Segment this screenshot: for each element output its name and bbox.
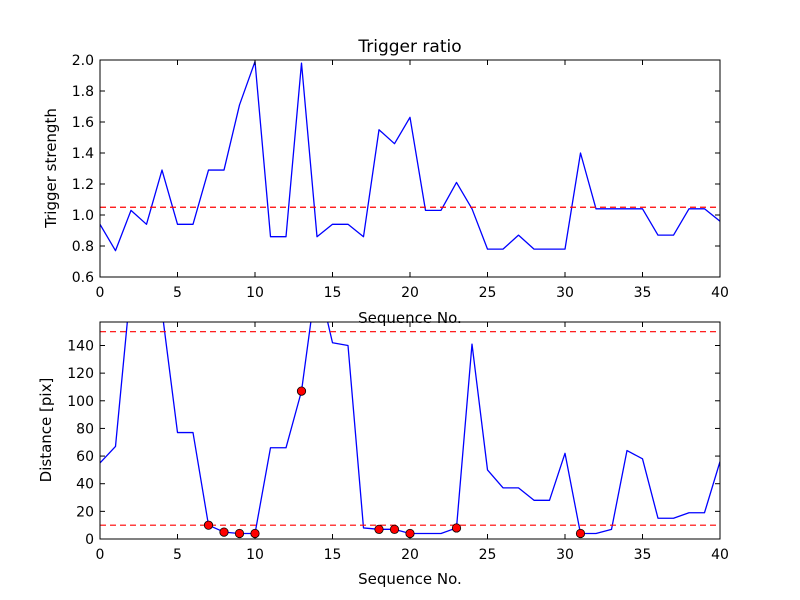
trigger-x-tick-label: 0 [96,285,105,301]
distance-axis-ticks: 0 5 10 15 20 25 30 35 40 0 20 40 60 80 100 120 140 [67,322,729,563]
distance-y-tick-label: 140 [67,338,94,354]
trigger-y-tick-label: 0.8 [72,239,94,255]
distance-marker-point [296,386,307,396]
distance-y-tick-label: 40 [76,477,94,493]
distance-marker-point [405,528,415,539]
trigger-x-tick-label: 15 [324,285,342,301]
distance-y-tick-label: 60 [76,449,94,465]
distance-y-tick-label: 100 [67,394,94,410]
distance-y-tick-label: 120 [67,366,94,382]
distance-x-tick-label: 0 [96,547,105,563]
distance-y-tick-label: 0 [85,532,94,548]
trigger-x-tick-label: 35 [634,285,652,301]
distance-marker-point [219,527,229,537]
distance-marker-point [250,528,260,539]
trigger-y-axis-label: Trigger strength [42,108,60,229]
trigger-ratio-plot: Trigger ratio 0 5 10 15 20 25 30 35 40 0.6 0.8 1.0 1… [42,37,729,327]
trigger-y-tick-label: 1.6 [72,115,94,131]
distance-y-tick-label: 20 [76,504,94,520]
distance-x-axis-label: Sequence No. [358,570,462,588]
trigger-y-tick-label: 1.8 [72,84,94,100]
distance-x-tick-label: 10 [246,547,264,563]
distance-marker-point [203,520,214,530]
distance-marker-point [374,524,384,534]
distance-y-tick-label: 80 [76,421,94,437]
distance-x-tick-label: 35 [634,547,652,563]
plot-title: Trigger ratio [357,37,461,57]
distance-x-tick-label: 20 [401,547,419,563]
trigger-x-tick-label: 10 [246,285,264,301]
trigger-x-tick-label: 30 [556,285,574,301]
trigger-x-tick-label: 20 [401,285,419,301]
trigger-axis-ticks: 0 5 10 15 20 25 30 35 40 0.6 0.8 1.0 1.2 1.4 1.6 1.8 2.0 [72,53,729,301]
trigger-y-tick-label: 1.2 [72,177,94,193]
distance-x-tick-label: 40 [711,547,729,563]
distance-marker-point [575,528,586,539]
distance-marker-point [389,524,400,534]
trigger-y-tick-label: 2.0 [72,53,94,69]
trigger-plot-area [100,60,720,252]
trigger-y-tick-label: 1.0 [72,208,94,224]
distance-marker-point [451,523,462,533]
trigger-x-tick-label: 5 [173,285,182,301]
trigger-y-tick-label: 1.4 [72,146,94,162]
trigger-x-tick-label: 25 [479,285,497,301]
trigger-y-tick-label: 0.6 [72,270,94,286]
trigger-x-tick-label: 40 [711,285,729,301]
distance-y-axis-label: Distance [pix] [37,378,55,483]
distance-x-tick-label: 15 [324,547,342,563]
distance-marker-point [234,528,245,539]
distance-x-tick-label: 30 [556,547,574,563]
distance-x-tick-label: 5 [173,547,182,563]
trigger-series-line [100,60,720,252]
distance-x-tick-label: 25 [479,547,497,563]
